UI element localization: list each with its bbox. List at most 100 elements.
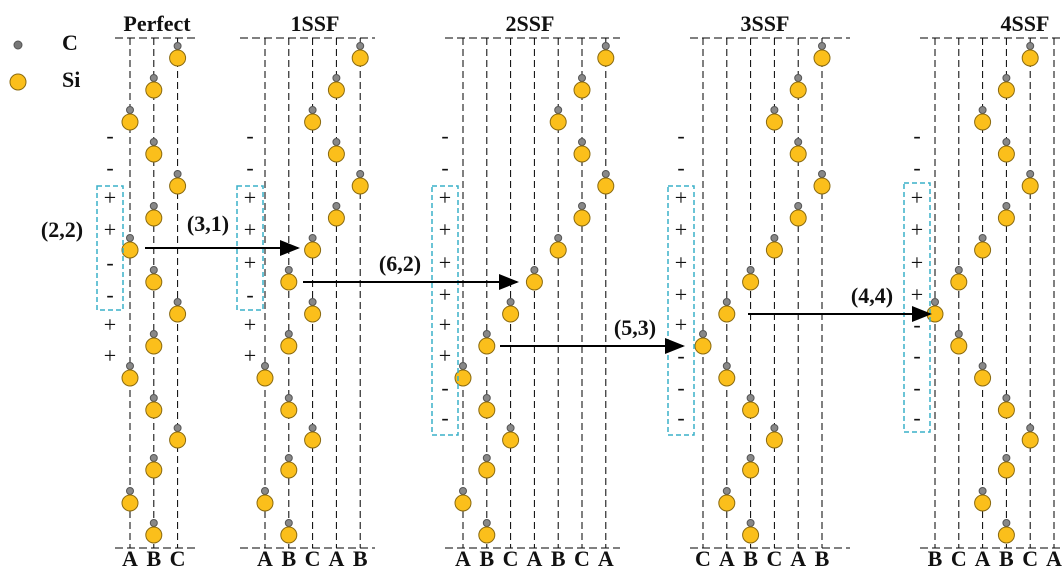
silicon-atom <box>281 402 297 418</box>
carbon-atom <box>795 139 802 146</box>
silicon-atom <box>1022 432 1038 448</box>
polarity-sign: - <box>913 375 920 400</box>
polarity-sign: - <box>106 123 113 148</box>
silicon-atom <box>1022 50 1038 66</box>
carbon-atom <box>932 299 939 306</box>
carbon-atom <box>723 488 730 495</box>
stacking-letter: B <box>281 546 296 571</box>
carbon-atom <box>309 107 316 114</box>
carbon-atom <box>979 488 986 495</box>
polarity-sign: + <box>244 312 256 337</box>
silicon-atom <box>146 274 162 290</box>
carbon-atom <box>357 43 364 50</box>
stacking-letter: A <box>122 546 138 571</box>
carbon-atom <box>483 331 490 338</box>
stacking-letter: B <box>815 546 830 571</box>
carbon-atom <box>747 455 754 462</box>
stacking-letter: C <box>170 546 186 571</box>
silicon-atom <box>479 527 495 543</box>
carbon-atom <box>507 299 514 306</box>
silicon-atom <box>281 274 297 290</box>
silicon-atom <box>305 306 321 322</box>
silicon-atom <box>743 274 759 290</box>
carbon-atom <box>309 425 316 432</box>
stacking-letter: A <box>975 546 991 571</box>
carbon-atom <box>127 107 134 114</box>
carbon-atom <box>309 299 316 306</box>
carbon-atom <box>819 171 826 178</box>
polarity-sign: + <box>675 217 687 242</box>
carbon-atom <box>285 455 292 462</box>
carbon-atom <box>483 395 490 402</box>
silicon-atom <box>998 210 1014 226</box>
carbon-atom <box>1003 395 1010 402</box>
carbon-atom <box>1027 171 1034 178</box>
arrow-label: (6,2) <box>379 251 421 276</box>
carbon-atom <box>285 395 292 402</box>
silicon-atom <box>574 146 590 162</box>
polarity-sign: - <box>106 250 113 275</box>
carbon-atom <box>333 203 340 210</box>
silicon-atom <box>146 82 162 98</box>
silicon-atom <box>146 527 162 543</box>
arrow-label: (4,4) <box>851 283 893 308</box>
carbon-atom <box>979 363 986 370</box>
carbon-atom <box>747 267 754 274</box>
stacking-letter: A <box>598 546 614 571</box>
polarity-sign: + <box>675 185 687 210</box>
carbon-atom <box>285 331 292 338</box>
silicon-atom <box>1022 178 1038 194</box>
arrow-label: (2,2) <box>41 217 83 242</box>
stacking-letter: A <box>526 546 542 571</box>
carbon-atom <box>795 75 802 82</box>
stacking-letter: A <box>328 546 344 571</box>
silicon-atom <box>790 82 806 98</box>
stacking-letter: B <box>146 546 161 571</box>
carbon-atom <box>150 520 157 527</box>
panel-title: 3SSF <box>741 11 790 36</box>
silicon-atom <box>975 114 991 130</box>
polarity-sign: - <box>246 155 253 180</box>
silicon-atom <box>281 462 297 478</box>
polarity-sign: - <box>913 123 920 148</box>
carbon-atom <box>150 139 157 146</box>
carbon-atom <box>955 267 962 274</box>
silicon-atom <box>550 242 566 258</box>
carbon-atom <box>174 171 181 178</box>
carbon-atom <box>333 75 340 82</box>
polarity-sign: + <box>244 185 256 210</box>
polarity-sign: + <box>439 185 451 210</box>
carbon-atom <box>579 203 586 210</box>
silicon-atom <box>998 402 1014 418</box>
panel-title: Perfect <box>123 11 191 36</box>
carbon-atom <box>1003 75 1010 82</box>
silicon-atom <box>719 370 735 386</box>
silicon-atom <box>574 82 590 98</box>
silicon-atom <box>766 242 782 258</box>
carbon-atom <box>507 425 514 432</box>
panel-title: 2SSF <box>506 11 555 36</box>
silicon-atom <box>257 495 273 511</box>
silicon-atom <box>814 178 830 194</box>
polarity-sign: - <box>246 123 253 148</box>
polarity-sign: + <box>439 343 451 368</box>
carbon-atom <box>150 455 157 462</box>
carbon-atom <box>333 139 340 146</box>
silicon-atom <box>526 274 542 290</box>
silicon-atom <box>998 146 1014 162</box>
carbon-atom <box>1003 203 1010 210</box>
carbon-atom <box>285 267 292 274</box>
polarity-sign: - <box>441 375 448 400</box>
silicon-atom <box>998 462 1014 478</box>
silicon-atom <box>790 146 806 162</box>
carbon-atom <box>1003 520 1010 527</box>
silicon-atom <box>146 210 162 226</box>
carbon-atom <box>285 520 292 527</box>
stacking-letter: B <box>353 546 368 571</box>
polarity-sign: - <box>246 282 253 307</box>
polarity-sign: - <box>677 123 684 148</box>
silicon-atom <box>281 338 297 354</box>
carbon-atom <box>979 235 986 242</box>
silicon-atom <box>146 402 162 418</box>
carbon-atom <box>127 363 134 370</box>
